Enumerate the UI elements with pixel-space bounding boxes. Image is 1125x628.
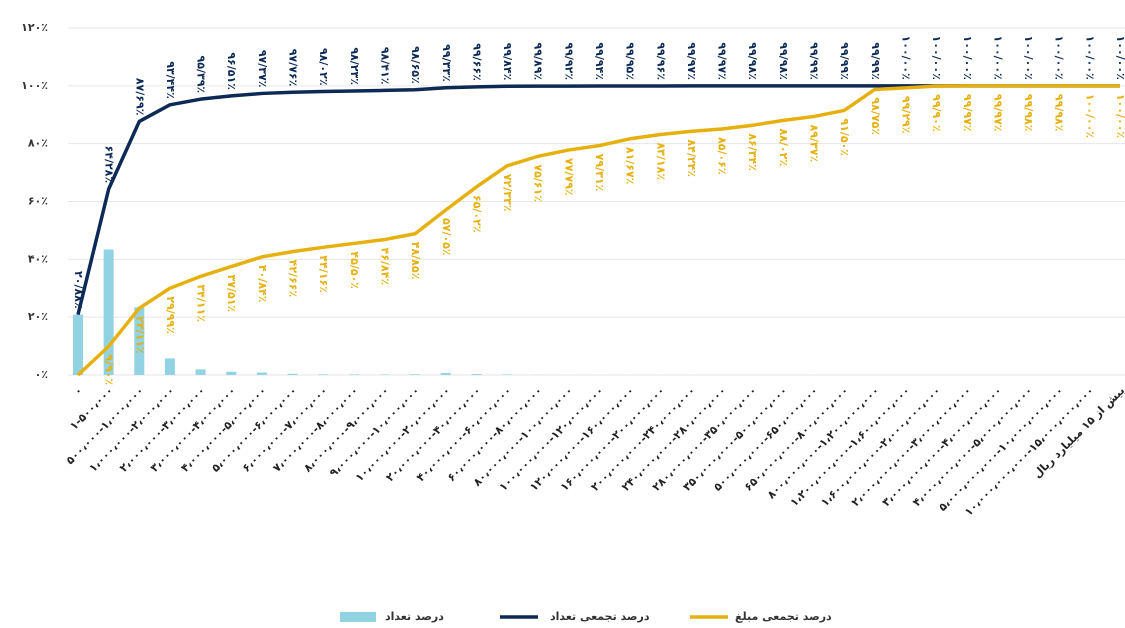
- data-label: ۱۰۰/۰۰٪: [1083, 36, 1096, 80]
- data-label: ۹۹/۶۶٪: [470, 43, 483, 81]
- bar: [348, 374, 359, 375]
- data-label: ۹۷/۷۶٪: [287, 49, 300, 87]
- data-label: ۹۹/۹۸٪: [1022, 94, 1035, 132]
- y-tick-label: ۱۲۰٪: [21, 21, 48, 34]
- data-label: ۹۹/۹۹٪: [869, 42, 882, 80]
- data-label: ۹۹/۹۷٪: [991, 94, 1004, 132]
- bar: [195, 369, 206, 375]
- data-label: ۲۹/۹۹٪: [164, 296, 177, 334]
- data-label: ۹۹/۹۵٪: [624, 42, 637, 80]
- bar: [318, 374, 329, 375]
- y-tick-label: ۱۰۰٪: [21, 79, 48, 92]
- y-tick-label: ۸۰٪: [28, 137, 48, 150]
- data-label: ۹۹/۹۹٪: [838, 42, 851, 80]
- bar: [287, 373, 298, 375]
- data-label: ۴۶/۸۴٪: [378, 248, 391, 286]
- data-label: ۹۱/۵۰٪: [838, 118, 851, 156]
- data-label: ۱۰۰/۰۰٪: [1083, 94, 1096, 138]
- data-label: ۹/۹۰٪: [103, 354, 116, 385]
- y-tick-label: ۲۰٪: [28, 310, 48, 323]
- data-label: ۸۵/۰۶٪: [716, 137, 729, 175]
- data-label: ۱۰۰/۰۰٪: [1022, 36, 1035, 80]
- data-label: ۱۰۰/۰۰٪: [930, 36, 943, 80]
- data-label: ۸۴/۲۴٪: [685, 139, 698, 177]
- x-tick-label: ۰: [71, 384, 85, 398]
- data-label: ۷۹/۳۱٪: [593, 154, 606, 192]
- data-label: ۹۹/۹۷٪: [716, 42, 729, 80]
- bar: [502, 374, 513, 375]
- data-label: ۹۹/۹۲٪: [562, 42, 575, 80]
- data-label: ۲۰/۸۸٪: [72, 271, 85, 309]
- bar: [134, 307, 145, 375]
- data-label: ۸۶/۳۴٪: [746, 133, 759, 171]
- data-label: ۳۷/۵۱٪: [225, 275, 238, 313]
- line: [76, 84, 1120, 377]
- data-label: ۹۵/۳۹٪: [195, 56, 208, 94]
- data-label: ۹۹/۸۹٪: [532, 43, 545, 81]
- data-label: ۹۹/۲۹٪: [899, 96, 912, 134]
- data-label: ۴۰/۸۴٪: [256, 265, 269, 303]
- bar: [73, 314, 83, 375]
- bar: [226, 371, 237, 375]
- legend-label: درصد تجمعی تعداد: [550, 610, 650, 623]
- legend-label: درصد تعداد: [385, 610, 444, 623]
- data-label: ۵۷/۰۵٪: [440, 218, 453, 256]
- data-label: ۸۳/۱۸٪: [654, 142, 667, 180]
- data-label: ۴۸/۸۵٪: [409, 242, 422, 280]
- data-label: ۹۹/۹۸٪: [1053, 94, 1066, 132]
- data-label: ۹۹/۹۸٪: [777, 42, 790, 80]
- y-tick-label: ۴۰٪: [28, 252, 48, 265]
- data-label: ۹۸/۶۵٪: [409, 46, 422, 84]
- data-label: ۷۷/۷۹٪: [562, 158, 575, 196]
- data-label: ۹۷/۳۷٪: [256, 50, 269, 88]
- data-label: ۹۹/۹۹٪: [808, 42, 821, 80]
- data-label: ۴۲/۶۶٪: [287, 260, 300, 298]
- data-label: ۸۱/۶۷٪: [624, 147, 637, 185]
- data-label: ۳۴/۱۱٪: [195, 284, 208, 322]
- y-tick-label: ۶۰٪: [28, 195, 48, 208]
- data-label: ۹۸/۴۱٪: [378, 47, 391, 85]
- y-tick-label: ۰٪: [35, 368, 48, 381]
- data-label: ۴۴/۱۶٪: [317, 255, 330, 293]
- legend-swatch: [340, 612, 376, 622]
- data-label: ۲۳/۱۱٪: [133, 316, 146, 354]
- bar: [471, 374, 482, 375]
- bar: [256, 372, 267, 375]
- data-label: ۹۳/۴۴٪: [164, 61, 177, 99]
- data-label: ۹۹/۹۷٪: [685, 42, 698, 80]
- data-label: ۹۹/۳۳٪: [440, 44, 453, 82]
- data-label: ۸۹/۳۷٪: [808, 125, 821, 163]
- data-label: ۶۴/۲۸٪: [103, 146, 116, 184]
- bar: [440, 373, 451, 375]
- data-label: ۹۹/۹۸٪: [746, 42, 759, 80]
- data-label: ۱۰۰/۰۰٪: [899, 36, 912, 80]
- data-label: ۷۲/۳۳٪: [501, 174, 514, 212]
- bar: [164, 358, 175, 375]
- data-label: ۱۰۰/۰۰٪: [1053, 36, 1066, 80]
- data-label: ۱۰۰/۰۰٪: [1114, 94, 1125, 138]
- bar: [379, 374, 390, 375]
- data-label: ۸۸/۰۲٪: [777, 128, 790, 166]
- data-label: ۹۸/۷۵٪: [869, 97, 882, 135]
- data-label: ۷۵/۶۱٪: [532, 164, 545, 202]
- bar: [410, 374, 421, 375]
- data-label: ۹۸/۰۲٪: [317, 48, 330, 86]
- bar: [103, 249, 114, 375]
- data-label: ۹۹/۹۶٪: [654, 42, 667, 80]
- data-label: ۹۹/۸۴٪: [501, 43, 514, 81]
- data-label: ۹۸/۲۳٪: [348, 47, 361, 85]
- data-label: ۹۹/۹۷٪: [961, 94, 974, 132]
- legend-label: درصد تجمعی مبلغ: [735, 610, 832, 623]
- data-label: ۹۹/۹۴٪: [593, 42, 606, 80]
- data-label: ۱۰۰/۰۰٪: [1114, 36, 1125, 80]
- data-label: ۸۷/۶۹٪: [133, 78, 146, 116]
- data-label: ۱۰۰/۰۰٪: [991, 36, 1004, 80]
- data-label: ۹۹/۹۰٪: [930, 94, 943, 132]
- data-label: ۶۵/۰۲٪: [470, 195, 483, 233]
- data-label: ۱۰۰/۰۰٪: [961, 36, 974, 80]
- data-label: ۴۵/۵۰٪: [348, 251, 361, 289]
- data-label: ۹۶/۵۱٪: [225, 52, 238, 90]
